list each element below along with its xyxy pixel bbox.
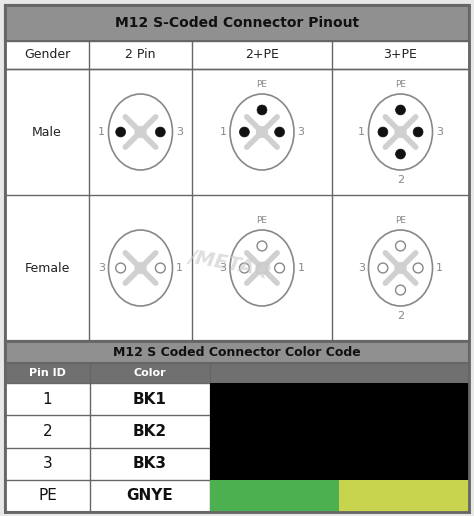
Text: M12 S Coded Connector Color Code: M12 S Coded Connector Color Code xyxy=(113,346,361,359)
Text: 1: 1 xyxy=(43,392,52,407)
Ellipse shape xyxy=(368,230,432,306)
Text: PE: PE xyxy=(256,80,267,89)
Bar xyxy=(5,363,469,383)
Bar xyxy=(5,5,469,41)
Ellipse shape xyxy=(395,126,406,138)
Text: 2: 2 xyxy=(397,311,404,321)
Ellipse shape xyxy=(155,127,165,137)
Text: 2: 2 xyxy=(43,424,52,439)
Ellipse shape xyxy=(135,126,146,138)
Ellipse shape xyxy=(413,127,423,137)
Ellipse shape xyxy=(274,263,284,273)
Ellipse shape xyxy=(413,263,423,273)
Ellipse shape xyxy=(257,241,267,251)
Ellipse shape xyxy=(116,127,126,137)
Text: 3+PE: 3+PE xyxy=(383,49,418,61)
Ellipse shape xyxy=(230,230,294,306)
Text: BK2: BK2 xyxy=(133,424,167,439)
Text: 2: 2 xyxy=(397,175,404,185)
Bar xyxy=(210,415,469,447)
Text: 3: 3 xyxy=(298,127,304,137)
Text: 3: 3 xyxy=(43,456,52,471)
Text: 3: 3 xyxy=(176,127,183,137)
Bar xyxy=(339,480,469,512)
Text: 3: 3 xyxy=(436,127,443,137)
Ellipse shape xyxy=(378,127,388,137)
Text: PE: PE xyxy=(38,488,57,504)
Ellipse shape xyxy=(230,94,294,170)
Ellipse shape xyxy=(109,230,173,306)
Bar xyxy=(210,447,469,480)
Bar xyxy=(5,41,469,69)
Ellipse shape xyxy=(109,94,173,170)
Ellipse shape xyxy=(155,263,165,273)
Text: BK3: BK3 xyxy=(133,456,167,471)
Bar xyxy=(5,341,469,512)
Ellipse shape xyxy=(368,94,432,170)
Ellipse shape xyxy=(256,262,268,274)
Text: Pin ID: Pin ID xyxy=(29,368,66,378)
Bar xyxy=(5,5,469,341)
Bar xyxy=(5,341,469,363)
Text: 1: 1 xyxy=(298,263,304,273)
Bar xyxy=(5,69,469,341)
Text: Female: Female xyxy=(24,262,70,275)
Text: GNYE: GNYE xyxy=(127,488,173,504)
Text: 3: 3 xyxy=(219,263,227,273)
Text: 1: 1 xyxy=(98,127,105,137)
Ellipse shape xyxy=(256,126,268,138)
Text: 1: 1 xyxy=(436,263,443,273)
Text: /METAQ: /METAQ xyxy=(187,247,273,280)
Text: 1: 1 xyxy=(176,263,183,273)
Ellipse shape xyxy=(396,149,405,159)
Ellipse shape xyxy=(135,262,146,274)
Ellipse shape xyxy=(396,105,405,115)
Text: 1: 1 xyxy=(219,127,227,137)
Ellipse shape xyxy=(395,262,406,274)
Text: BK1: BK1 xyxy=(133,392,167,407)
Text: 2 Pin: 2 Pin xyxy=(125,49,156,61)
Text: M12 S-Coded Connector Pinout: M12 S-Coded Connector Pinout xyxy=(115,16,359,30)
Ellipse shape xyxy=(239,263,249,273)
Ellipse shape xyxy=(257,105,267,115)
Bar xyxy=(210,480,339,512)
Ellipse shape xyxy=(396,285,405,295)
Ellipse shape xyxy=(396,241,405,251)
Ellipse shape xyxy=(378,263,388,273)
Text: PE: PE xyxy=(395,216,406,225)
Text: Color: Color xyxy=(134,368,166,378)
Text: 3: 3 xyxy=(98,263,105,273)
Text: 2+PE: 2+PE xyxy=(245,49,279,61)
Text: PE: PE xyxy=(395,80,406,89)
Ellipse shape xyxy=(274,127,284,137)
Text: PE: PE xyxy=(256,216,267,225)
Bar xyxy=(210,383,469,415)
Text: Male: Male xyxy=(32,125,62,138)
Text: 3: 3 xyxy=(358,263,365,273)
Ellipse shape xyxy=(239,127,249,137)
Text: 1: 1 xyxy=(358,127,365,137)
Ellipse shape xyxy=(116,263,126,273)
Text: Gender: Gender xyxy=(24,49,70,61)
